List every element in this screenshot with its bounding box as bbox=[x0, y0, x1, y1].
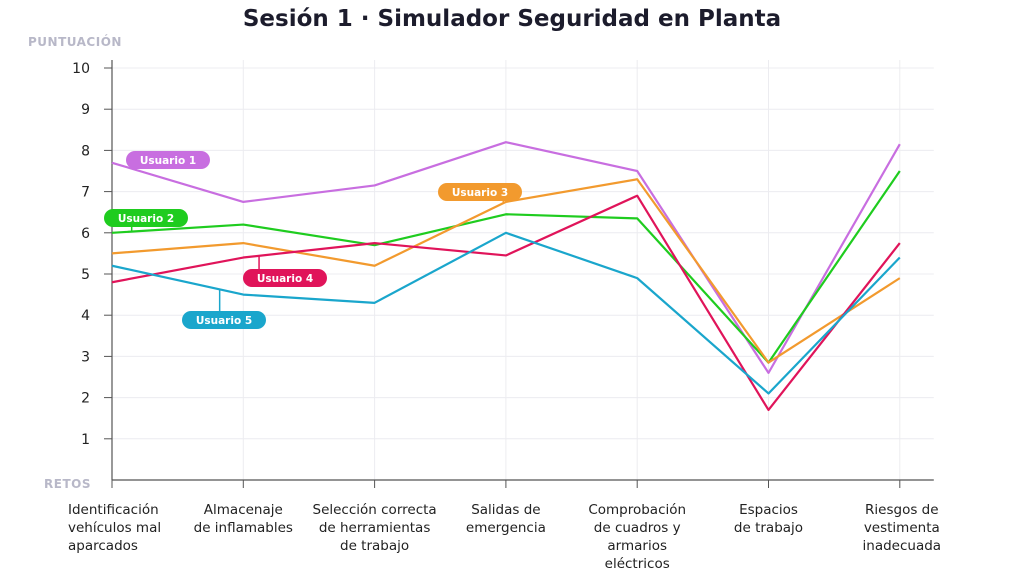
series-tag-3 bbox=[438, 183, 522, 201]
x-tick-label-line: de inflamables bbox=[194, 520, 293, 536]
chart-title: Sesión 1 · Simulador Seguridad en Planta bbox=[242, 6, 782, 32]
x-tick-label-line: Riesgos de bbox=[865, 502, 939, 518]
x-tick-label: Almacenaje de inflamables bbox=[194, 502, 293, 536]
series-tag-label: Usuario 5 bbox=[196, 315, 252, 327]
x-axis-label: RETOS bbox=[44, 477, 91, 491]
x-tick-label: Comprobación de cuadros y armarios eléctric… bbox=[588, 502, 686, 572]
x-tick-label-line: Selección correcta bbox=[313, 502, 437, 518]
y-tick-label: 5 bbox=[81, 267, 90, 283]
x-tick-label-line: armarios bbox=[607, 538, 667, 554]
x-tick-label: Riesgos de vestimenta inadecuada bbox=[863, 502, 942, 554]
y-tick-label: 6 bbox=[81, 226, 90, 242]
x-tick-label-line: Espacios bbox=[739, 502, 798, 518]
axes: 1 2 3 4 5 6 7 8 9 10 Identificación vehículos mal ap… bbox=[68, 60, 941, 572]
x-tick-label-line: vestimenta bbox=[864, 520, 940, 536]
series-tag-label: Usuario 3 bbox=[452, 187, 508, 199]
series-line-usuario-4 bbox=[111, 194, 901, 412]
x-tick-label-line: emergencia bbox=[466, 520, 546, 536]
series-line-usuario-1 bbox=[111, 141, 901, 374]
x-tick-label-line: de trabajo bbox=[340, 538, 409, 554]
x-tick-label-line: de cuadros y bbox=[594, 520, 681, 536]
x-tick-label-line: de herramientas bbox=[319, 520, 431, 536]
y-tick-label: 8 bbox=[81, 143, 90, 159]
series-tag-label: Usuario 4 bbox=[257, 273, 313, 285]
y-axis-label: PUNTUACIÓN bbox=[28, 34, 122, 49]
series-line-usuario-3 bbox=[111, 178, 901, 364]
series-tag-label: Usuario 2 bbox=[118, 213, 174, 225]
y-tick-label: 7 bbox=[81, 185, 90, 201]
grid bbox=[112, 60, 934, 480]
series-tag-1 bbox=[126, 151, 210, 169]
x-tick-label-line: vehículos mal bbox=[68, 520, 161, 536]
x-tick-label-line: de trabajo bbox=[734, 520, 803, 536]
y-tick-label: 10 bbox=[72, 61, 90, 77]
x-tick-label-line: Comprobación bbox=[588, 502, 686, 518]
series-lines bbox=[111, 141, 901, 412]
x-tick-label: Selección correcta de herramientas de trab… bbox=[313, 502, 437, 554]
series-tag-5 bbox=[182, 311, 266, 329]
series-line-usuario-5 bbox=[111, 231, 901, 395]
y-tick-label: 9 bbox=[81, 102, 90, 118]
y-tick-label: 3 bbox=[81, 349, 90, 365]
y-tick-label: 4 bbox=[81, 308, 90, 324]
x-tick-label-line: Almacenaje bbox=[204, 502, 283, 518]
series-tag-label: Usuario 1 bbox=[140, 155, 196, 167]
x-tick-label-line: eléctricos bbox=[605, 556, 670, 572]
x-tick-label-line: inadecuada bbox=[863, 538, 942, 554]
series-tag-2 bbox=[104, 209, 188, 227]
x-tick-label: Identificación vehículos mal aparcados bbox=[68, 502, 161, 554]
x-tick-label-line: Salidas de bbox=[471, 502, 540, 518]
series-tags: Usuario 1 Usuario 2 Usuario 3 Usuario 4 Usua… bbox=[104, 151, 522, 329]
x-tick-label-line: Identificación bbox=[68, 502, 159, 518]
y-tick-label: 2 bbox=[81, 391, 90, 407]
x-tick-label: Espacios de trabajo bbox=[734, 502, 803, 536]
x-tick-label: Salidas de emergencia bbox=[466, 502, 546, 536]
x-tick-label-line: aparcados bbox=[68, 538, 138, 554]
series-tag-4 bbox=[243, 269, 327, 287]
y-tick-label: 1 bbox=[81, 432, 90, 448]
